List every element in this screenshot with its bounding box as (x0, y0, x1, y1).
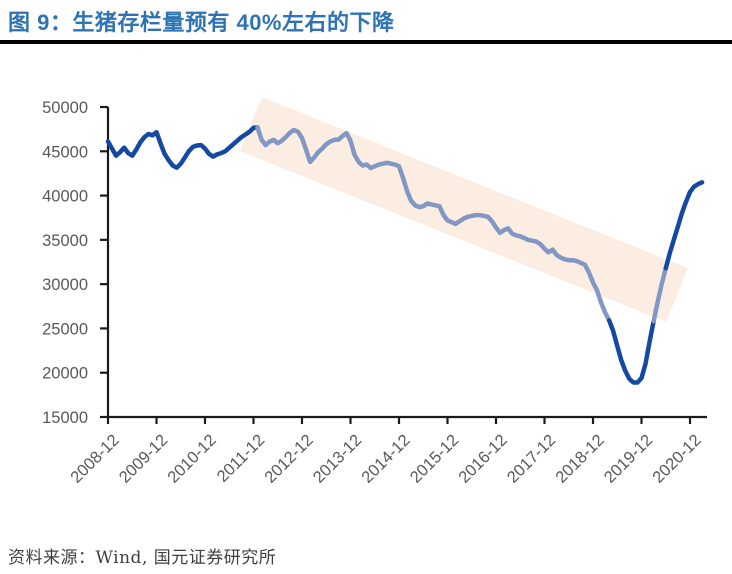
x-axis-tick-label: 2008-12 (67, 431, 123, 487)
series-segment-light (651, 265, 669, 324)
y-axis-tick-label: 45000 (42, 143, 88, 161)
x-axis-tick-label: 2013-12 (310, 431, 366, 487)
y-axis-tick-label: 20000 (42, 365, 88, 383)
y-axis-tick-label: 25000 (42, 320, 88, 338)
source-note: 资料来源：Wind, 国元证券研究所 (8, 548, 277, 568)
y-axis-tick-label: 35000 (42, 232, 88, 250)
y-axis-tick-label: 50000 (42, 99, 88, 117)
figure-title: 图 9：生猪存栏量预有 40%左右的下降 (8, 10, 395, 35)
x-axis-tick-label: 2016-12 (455, 431, 511, 487)
x-axis-tick-label: 2020-12 (649, 431, 705, 487)
x-axis-tick-label: 2019-12 (601, 431, 657, 487)
series-segment-dark (606, 318, 656, 385)
series-segment-dark (663, 180, 705, 271)
y-axis-tick-label: 15000 (42, 409, 88, 427)
x-axis-tick-label: 2014-12 (358, 431, 414, 487)
x-axis-tick-label: 2012-12 (261, 431, 317, 487)
x-axis-tick-label: 2018-12 (552, 431, 608, 487)
title-rule (0, 40, 732, 44)
x-axis-tick-label: 2015-12 (407, 431, 463, 487)
x-axis-tick-label: 2017-12 (504, 431, 560, 487)
y-axis-tick-label: 30000 (42, 276, 88, 294)
x-axis-tick-label: 2010-12 (164, 431, 220, 487)
x-axis-tick-label: 2011-12 (214, 431, 269, 486)
highlight-band (240, 97, 688, 322)
x-axis-tick-label: 2009-12 (116, 431, 172, 487)
series-segment-light (255, 125, 612, 323)
series-segment-dark (105, 125, 260, 170)
y-axis-tick-label: 40000 (42, 188, 88, 206)
